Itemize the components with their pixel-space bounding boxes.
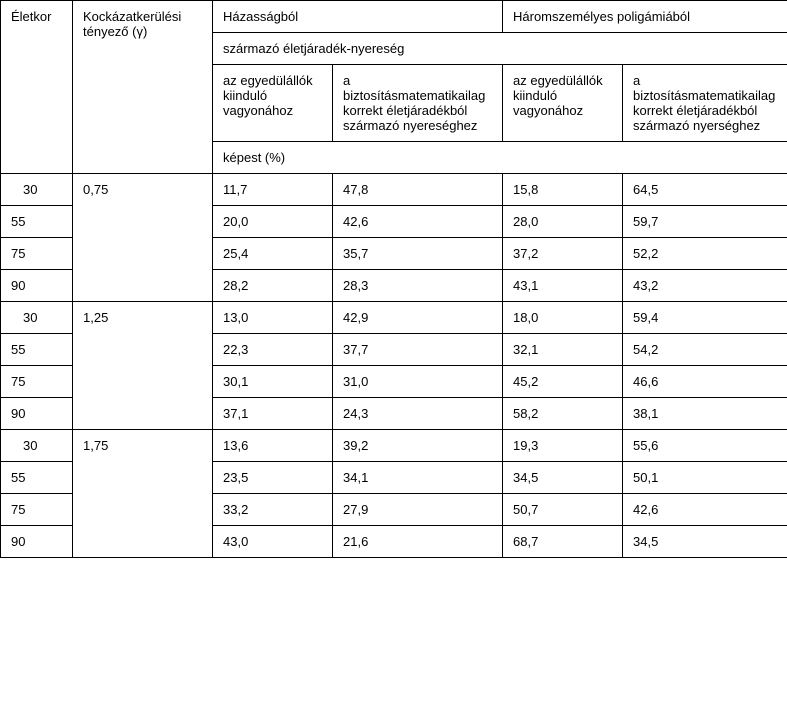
cell-value: 25,4 bbox=[213, 238, 333, 270]
cell-value: 43,2 bbox=[623, 270, 787, 302]
cell-value: 42,6 bbox=[333, 206, 503, 238]
table-row: 300,7511,747,815,864,5 bbox=[1, 174, 787, 206]
cell-value: 22,3 bbox=[213, 334, 333, 366]
cell-value: 13,0 bbox=[213, 302, 333, 334]
cell-value: 68,7 bbox=[503, 526, 623, 558]
cell-value: 35,7 bbox=[333, 238, 503, 270]
cell-value: 34,1 bbox=[333, 462, 503, 494]
cell-value: 43,0 bbox=[213, 526, 333, 558]
cell-value: 50,1 bbox=[623, 462, 787, 494]
cell-value: 34,5 bbox=[503, 462, 623, 494]
cell-age: 90 bbox=[1, 398, 73, 430]
compared-header: képest (%) bbox=[213, 142, 787, 174]
col-risk-header: Kockázatkerülési tényező (γ) bbox=[73, 1, 213, 174]
cell-value: 46,6 bbox=[623, 366, 787, 398]
cell-value: 39,2 bbox=[333, 430, 503, 462]
annuity-table: Életkor Kockázatkerülési tényező (γ) Ház… bbox=[0, 0, 787, 558]
cell-value: 19,3 bbox=[503, 430, 623, 462]
cell-value: 30,1 bbox=[213, 366, 333, 398]
header-row-1: Életkor Kockázatkerülési tényező (γ) Ház… bbox=[1, 1, 787, 33]
cell-value: 21,6 bbox=[333, 526, 503, 558]
sub-a-header: az egyedülállók kiinduló vagyonához bbox=[213, 65, 333, 142]
cell-value: 20,0 bbox=[213, 206, 333, 238]
cell-value: 59,7 bbox=[623, 206, 787, 238]
cell-value: 28,3 bbox=[333, 270, 503, 302]
cell-risk: 0,75 bbox=[73, 174, 213, 302]
cell-value: 24,3 bbox=[333, 398, 503, 430]
col-age-header: Életkor bbox=[1, 1, 73, 174]
cell-value: 13,6 bbox=[213, 430, 333, 462]
marriage-header: Házasságból bbox=[213, 1, 503, 33]
cell-value: 37,2 bbox=[503, 238, 623, 270]
cell-risk: 1,75 bbox=[73, 430, 213, 558]
cell-value: 38,1 bbox=[623, 398, 787, 430]
cell-value: 43,1 bbox=[503, 270, 623, 302]
cell-value: 23,5 bbox=[213, 462, 333, 494]
cell-value: 31,0 bbox=[333, 366, 503, 398]
cell-age: 55 bbox=[1, 206, 73, 238]
cell-age: 90 bbox=[1, 526, 73, 558]
cell-risk: 1,25 bbox=[73, 302, 213, 430]
sub-c-header: az egyedülállók kiinduló vagyonához bbox=[503, 65, 623, 142]
table-row: 301,2513,042,918,059,4 bbox=[1, 302, 787, 334]
polygamy-header: Háromszemélyes poligámiából bbox=[503, 1, 787, 33]
table-row: 301,7513,639,219,355,6 bbox=[1, 430, 787, 462]
cell-value: 59,4 bbox=[623, 302, 787, 334]
cell-value: 42,6 bbox=[623, 494, 787, 526]
cell-value: 54,2 bbox=[623, 334, 787, 366]
cell-age: 30 bbox=[1, 302, 73, 334]
sub-b-header: a biztosításmatematikailag korrekt életj… bbox=[333, 65, 503, 142]
cell-age: 55 bbox=[1, 334, 73, 366]
cell-value: 37,7 bbox=[333, 334, 503, 366]
cell-age: 75 bbox=[1, 494, 73, 526]
cell-value: 33,2 bbox=[213, 494, 333, 526]
cell-age: 75 bbox=[1, 366, 73, 398]
cell-age: 90 bbox=[1, 270, 73, 302]
cell-age: 30 bbox=[1, 430, 73, 462]
cell-value: 50,7 bbox=[503, 494, 623, 526]
cell-value: 32,1 bbox=[503, 334, 623, 366]
cell-value: 34,5 bbox=[623, 526, 787, 558]
cell-age: 30 bbox=[1, 174, 73, 206]
cell-value: 58,2 bbox=[503, 398, 623, 430]
cell-value: 27,9 bbox=[333, 494, 503, 526]
cell-value: 37,1 bbox=[213, 398, 333, 430]
cell-value: 18,0 bbox=[503, 302, 623, 334]
cell-value: 47,8 bbox=[333, 174, 503, 206]
cell-value: 42,9 bbox=[333, 302, 503, 334]
cell-value: 45,2 bbox=[503, 366, 623, 398]
cell-value: 52,2 bbox=[623, 238, 787, 270]
cell-value: 15,8 bbox=[503, 174, 623, 206]
sub-d-header: a biztosításmatematikailag korrekt életj… bbox=[623, 65, 787, 142]
cell-value: 28,0 bbox=[503, 206, 623, 238]
cell-value: 11,7 bbox=[213, 174, 333, 206]
cell-age: 55 bbox=[1, 462, 73, 494]
cell-value: 64,5 bbox=[623, 174, 787, 206]
cell-value: 55,6 bbox=[623, 430, 787, 462]
annuity-gain-header: származó életjáradék-nyereség bbox=[213, 33, 787, 65]
cell-value: 28,2 bbox=[213, 270, 333, 302]
cell-age: 75 bbox=[1, 238, 73, 270]
